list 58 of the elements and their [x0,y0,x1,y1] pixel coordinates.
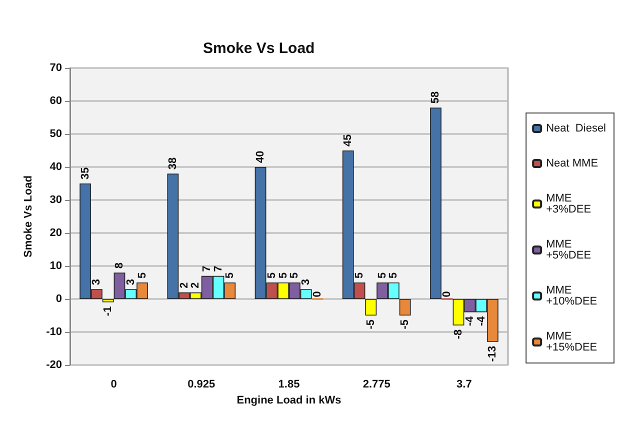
x-tick-label: 1.85 [278,378,300,390]
y-tick-label: 60 [50,95,62,107]
data-label: 35 [79,167,92,180]
data-label: 0 [441,291,454,298]
y-tick-label: 0 [56,293,62,305]
legend-label: Neat MME [546,158,598,170]
data-label: 40 [254,150,267,163]
data-label: 2 [190,282,202,288]
y-tick-label: 70 [50,62,62,74]
data-label: 5 [376,272,388,278]
x-tick-label: 2.775 [362,378,390,390]
x-axis-title: Engine Load in kWs [236,394,342,406]
bar [399,299,411,316]
data-label: 5 [224,272,236,278]
data-label: 5 [354,272,366,278]
bar [365,299,377,316]
data-label: 45 [342,134,354,146]
bar [102,299,114,302]
legend-label: MME +5%DEE [546,238,592,262]
y-tick-label: 10 [50,260,62,272]
data-label: 5 [388,272,400,278]
data-label: 7 [212,266,224,272]
data-label: 3 [124,278,137,286]
data-label: -5 [399,320,412,330]
data-label: 5 [277,272,290,278]
data-label: -1 [102,306,114,316]
data-label: 2 [178,282,190,288]
data-label: -8 [452,329,465,340]
legend-label: MME +15%DEE [546,330,598,354]
data-label: -13 [486,346,499,362]
y-axis-title: Smoke Vs Load [22,176,34,258]
data-label: 5 [288,272,301,278]
x-tick-label: 0 [110,378,117,390]
data-label: 5 [266,272,278,278]
x-tick-label: 0.925 [188,378,216,390]
data-label: 7 [201,266,214,272]
y-tick-label: 30 [50,194,62,206]
y-tick-label: 20 [50,227,62,239]
legend-label: Neat Diesel [546,122,606,134]
y-tick-label: -10 [46,326,62,338]
y-tick-label: 40 [50,161,62,173]
data-label: 3 [90,278,103,286]
data-label: 0 [311,291,324,298]
y-tick-label: 50 [50,128,62,140]
data-label: -5 [364,320,377,330]
x-tick-label: 3.7 [456,378,472,390]
data-label: 38 [166,157,179,170]
data-label: 8 [113,262,126,269]
legend-label: MME +3%DEE [546,192,592,216]
data-label: 5 [136,272,148,278]
data-label: -4 [475,315,488,326]
legend-label: MME +10%DEE [546,284,598,308]
bar [430,108,442,299]
data-label: -4 [464,315,476,326]
data-label: 58 [430,91,442,104]
y-tick-label: -20 [46,359,62,371]
chart-title: Smoke Vs Load [203,40,315,57]
data-label: 3 [300,278,312,286]
